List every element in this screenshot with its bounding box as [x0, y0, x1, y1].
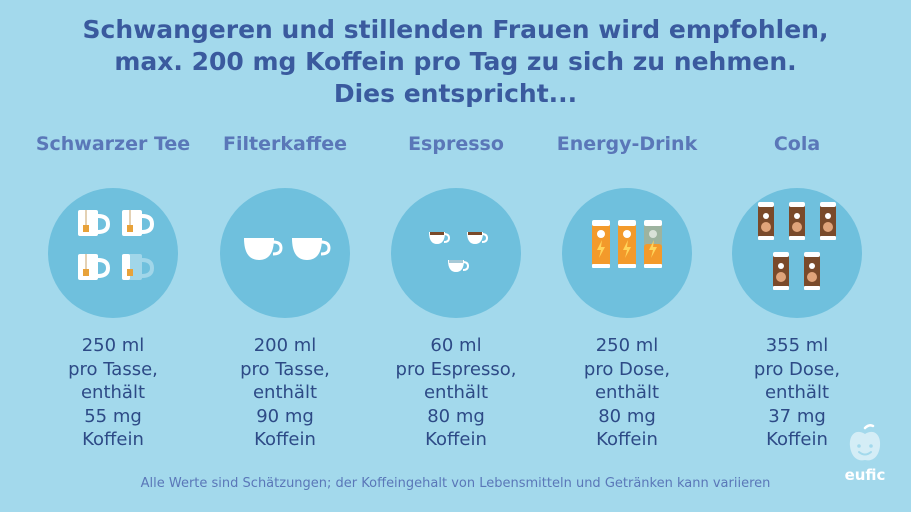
coffee-cup-2 [292, 238, 331, 260]
cola-can-2 [789, 202, 805, 240]
espresso-cup-1 [429, 232, 451, 244]
drink-amount: 90 mg [256, 405, 314, 427]
drink-column-black-tea: Schwarzer Tee [23, 128, 203, 452]
drink-unit: Koffein [596, 429, 658, 450]
drink-per: pro Dose, [753, 358, 841, 380]
drink-column-cola: Cola [707, 128, 887, 452]
eufic-logo: eufic [832, 424, 898, 494]
tea-mug-4-partial [122, 254, 155, 280]
drink-description: 355 ml pro Dose, enthält 37 mg Koffein [707, 334, 887, 452]
cola-can-4 [773, 252, 789, 290]
drink-volume: 355 ml [765, 335, 829, 356]
drink-unit: Koffein [254, 429, 316, 450]
tea-mug-1 [78, 210, 111, 236]
drink-title: Schwarzer Tee [35, 133, 191, 155]
drink-circle [48, 188, 178, 318]
cola-can-3 [820, 202, 836, 240]
drink-title: Cola [773, 133, 821, 155]
cola-can-5 [804, 252, 820, 290]
drink-volume: 250 ml [595, 335, 659, 356]
footnote: Alle Werte sind Schätzungen; der Koffein… [140, 476, 771, 491]
drink-circle [562, 188, 692, 318]
drink-amount: 80 mg [598, 405, 656, 427]
drink-volume: 200 ml [253, 335, 317, 356]
espresso-cups-icon [429, 232, 489, 272]
drink-description: 250 ml pro Tasse, enthält 55 mg Koffein [23, 334, 203, 452]
drink-circle [732, 188, 862, 318]
energy-can-2 [618, 220, 636, 268]
drink-amount: 80 mg [427, 405, 485, 427]
espresso-cup-2 [467, 232, 489, 244]
drink-contains: enthält [594, 382, 660, 403]
drink-per: pro Espresso, [395, 358, 517, 380]
drink-description: 200 ml pro Tasse, enthält 90 mg Koffein [195, 334, 375, 452]
energy-can-1 [592, 220, 610, 268]
headline-line-1: Schwangeren und stillenden Frauen wird e… [82, 15, 829, 44]
drink-unit: Koffein [425, 429, 487, 450]
energy-can-3-partial [644, 220, 662, 268]
drink-per: pro Dose, [583, 358, 671, 380]
drink-volume: 250 ml [81, 335, 145, 356]
drink-contains: enthält [80, 382, 146, 403]
cola-cans-icon [758, 202, 836, 290]
cola-can-1 [758, 202, 774, 240]
tea-mug-3 [78, 254, 111, 280]
drink-per: pro Tasse, [240, 358, 330, 380]
drink-contains: enthält [764, 382, 830, 403]
drink-amount: 37 mg [768, 405, 826, 427]
drink-per: pro Tasse, [68, 358, 158, 380]
drink-circle [391, 188, 521, 318]
headline-line-3: Dies entspricht... [333, 79, 578, 108]
eufic-logo-text: eufic [844, 466, 886, 484]
drink-column-espresso: Espresso 60 ml pro Espresso, enthält 80 … [366, 128, 546, 452]
coffee-cup-1 [244, 238, 283, 260]
drink-column-energy-drink: Energy-Drink [537, 128, 717, 452]
coffee-cups-icon [244, 238, 331, 260]
drink-title: Filterkaffee [223, 133, 347, 155]
tea-mug-2 [122, 210, 155, 236]
drink-volume: 60 ml [430, 335, 482, 356]
drink-contains: enthält [423, 382, 489, 403]
drink-circle [220, 188, 350, 318]
eufic-logo-icon [849, 424, 881, 461]
tea-cups-icon [78, 210, 155, 280]
drink-unit: Koffein [766, 429, 828, 450]
drink-unit: Koffein [82, 429, 144, 450]
drink-amount: 55 mg [84, 405, 142, 427]
energy-drink-cans-icon [592, 220, 662, 268]
drink-description: 60 ml pro Espresso, enthält 80 mg Koffei… [366, 334, 546, 452]
headline-line-2: max. 200 mg Koffein pro Tag zu sich zu n… [114, 47, 797, 76]
drink-contains: enthält [252, 382, 318, 403]
espresso-cup-3-partial [448, 260, 470, 272]
headline: Schwangeren und stillenden Frauen wird e… [0, 14, 911, 110]
drink-column-filter-coffee: Filterkaffee 200 ml pro Tasse, enthält 9… [195, 128, 375, 452]
drink-title: Energy-Drink [556, 133, 698, 155]
drink-description: 250 ml pro Dose, enthält 80 mg Koffein [537, 334, 717, 452]
drink-title: Espresso [408, 133, 504, 155]
